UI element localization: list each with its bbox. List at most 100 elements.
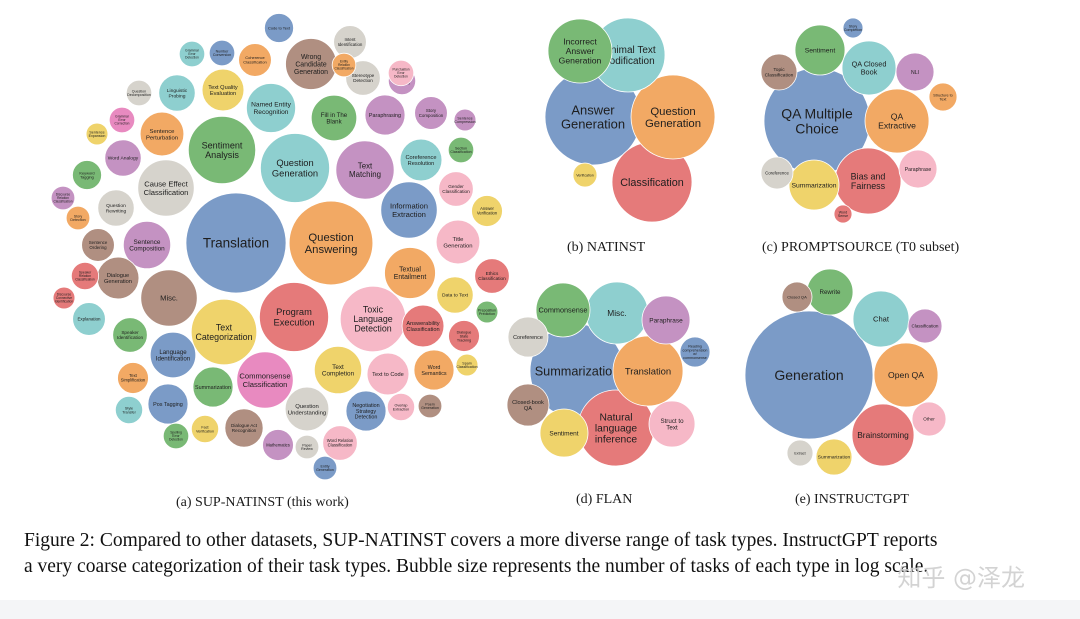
bubble-verification <box>572 162 598 188</box>
bubble-paraphrasing <box>364 94 406 136</box>
bubble-paraphrase <box>641 295 691 345</box>
bubble-label-fact-verification: Fact Verification <box>196 425 214 433</box>
bubble-text-categorization <box>190 298 258 366</box>
bubble-label-sentence-expansion: Sentence Expansion <box>89 130 106 138</box>
bubble-generation <box>744 310 874 440</box>
bubble-question-answering <box>288 200 374 286</box>
bubble-label-preposition-prediction: Preposition Prediction <box>478 308 496 316</box>
bubble-named-entity-recognition <box>246 83 296 133</box>
bubble-commonsense <box>535 282 591 338</box>
bubble-label-stereotype-detection: Stereotype Detection <box>352 73 375 83</box>
bubble-label-other: Other <box>923 417 935 422</box>
bubble-sentence-composition <box>122 220 172 270</box>
bubble-label-question-rewriting: Question Rewriting <box>106 203 127 214</box>
bubble-label-entity-generation: Entity Generation <box>316 464 334 472</box>
bubble-label-translation: Translation <box>203 236 269 251</box>
bubble-label-nli: NLI <box>911 70 919 76</box>
bubble-text-matching <box>335 140 395 200</box>
bubble-label-overlap-extraction: Overlap Extraction <box>393 403 409 411</box>
bubble-section-classification <box>447 136 475 164</box>
bubble-label-section-classification: Section Classification <box>450 146 471 154</box>
bubble-label-intent-identification: Intent Identification <box>338 37 363 47</box>
bubble-label-speaker-identification: Speaker Identification <box>117 330 144 340</box>
bubble-label-misc: Misc. <box>160 294 178 303</box>
bubble-label-answer-generation: Answer Generation <box>561 103 625 132</box>
bubble-story-composition <box>414 96 448 130</box>
bubble-label-word-analogy: Word Analogy <box>108 156 139 162</box>
bubble-label-summarization: Summarization <box>195 385 231 391</box>
bubble-label-qa-extractive: QA Extractive <box>878 111 916 130</box>
bubble-data-to-text <box>436 276 474 314</box>
bubble-label-mathematics: Mathematics <box>266 442 290 447</box>
bubble-label-textual-entailment: Textual Entailment <box>394 267 427 281</box>
bubble-speaker-relation-classification <box>70 261 100 291</box>
bubble-label-spelling-error-detection: Spelling Error Detection <box>169 431 183 442</box>
bubble-label-keyword-tagging: Keyword Tagging <box>79 170 94 179</box>
bubble-label-text-categorization: Text Categorization <box>195 322 252 342</box>
bubble-question-rewriting <box>97 189 135 227</box>
bubble-commonsense-classification <box>236 351 294 409</box>
bubble-chart-d: Summarization Natural language inference Tra… <box>506 281 711 467</box>
bottom-strip <box>0 600 1080 619</box>
bubble-label-fill-in-the-blank: Fill in The Blank <box>321 112 348 126</box>
bubble-label-language-identification: Language Identification <box>156 349 191 363</box>
bubble-label-generation: Generation <box>774 367 843 383</box>
bubble-ethics-classification <box>474 258 510 294</box>
bubble-label-coreference: Coreference <box>513 335 543 341</box>
bubble-label-sentiment-analysis: Sentiment Analysis <box>202 140 243 160</box>
bubble-mathematics <box>262 429 294 461</box>
bubble-label-story-composition: Story Composition <box>419 108 444 118</box>
bubble-label-summarization: Summarization <box>818 455 851 461</box>
caption-e: (e) INSTRUCTGPT <box>795 492 909 507</box>
bubble-label-program-execution: Program Execution <box>274 307 315 327</box>
bubble-paper-review <box>294 434 320 460</box>
bubble-label-text-simplification: Text Simplification <box>121 373 146 383</box>
bubble-label-text-completion: Text Completion <box>322 364 355 378</box>
bubble-label-title-generation: Title Generation <box>443 237 472 249</box>
bubble-label-coreference-resolution: Coreference Resolution <box>405 155 436 167</box>
bubble-label-explanation: Explanation <box>77 317 101 322</box>
bubble-closed-book-qa <box>506 383 550 427</box>
bubble-sentiment <box>539 408 589 458</box>
bubble-label-rewrite: Rewrite <box>819 289 841 296</box>
bubble-label-text-to-code: Text to Code <box>372 372 404 378</box>
bubble-label-text-matching: Text Matching <box>349 162 381 179</box>
bubble-label-number-conversion: Number Conversion <box>213 49 231 57</box>
bubble-label-sentence-compression: Sentence Compression <box>454 116 475 124</box>
bubble-label-bias-and-fairness: Bias and Fairness <box>851 171 886 191</box>
bubble-label-misc: Misc. <box>607 308 627 318</box>
bubble-label-ethics-classification: Ethics Classification <box>478 271 506 281</box>
bubble-pos-tagging <box>147 383 189 425</box>
bubble-coreference-resolution <box>399 138 443 182</box>
bubble-label-answer-verification: Answer Verification <box>477 206 498 216</box>
bubble-keyword-tagging <box>72 160 102 190</box>
bubble-label-discourse-relation-classification: Discourse Relation Classification <box>53 193 72 204</box>
bubble-chart-c: QA Multiple Choice Bias and Fairness QA Extra… <box>760 17 958 224</box>
bubble-label-style-transfer: Style Transfer <box>122 406 136 414</box>
bubble-label-gender-classification: Gender Classification <box>442 184 470 194</box>
bubble-misc <box>140 269 198 327</box>
bubble-label-question-generation: Question Generation <box>645 106 701 130</box>
bubble-text-completion <box>313 345 363 395</box>
bubble-label-pos-tagging: Pos Tagging <box>153 402 183 408</box>
bubble-label-story-detection: Story Detection <box>70 214 85 222</box>
bubble-poem-generation <box>417 393 443 419</box>
bubble-coreference <box>760 156 794 190</box>
bubble-chart-e: Generation Brainstorming Open QA Chat Rewrit… <box>744 268 947 476</box>
bubble-negotiation-strategy-detection <box>345 390 387 432</box>
bubble-label-coreference: Coreference <box>765 171 789 176</box>
caption-d: (d) FLAN <box>576 492 633 507</box>
figure-2-bubble-charts: Translation Question Answering Program Execu… <box>50 13 958 481</box>
bubble-label-story-completion: Story Completion <box>844 24 862 32</box>
figure-caption-line-2: a very coarse categorization of their ta… <box>24 556 929 577</box>
caption-c: (c) PROMPTSOURCE (T0 subset) <box>762 240 960 255</box>
watermark: 知乎 @泽龙 <box>897 564 1025 592</box>
bubble-paraphrase <box>898 149 938 189</box>
bubble-style-transfer <box>114 395 144 425</box>
bubble-discourse-relation-classification <box>50 185 76 211</box>
bubble-answer-verification <box>471 195 503 227</box>
bubble-label-commonsense-classification: Commonsense Classification <box>239 372 290 389</box>
bubble-label-dialogue-act-recognition: Dialogue Act Recognition <box>231 423 258 433</box>
bubble-qa-extractive <box>864 88 930 154</box>
bubble-label-punctuation-error-detection: Punctuation Error Detection <box>392 68 409 79</box>
